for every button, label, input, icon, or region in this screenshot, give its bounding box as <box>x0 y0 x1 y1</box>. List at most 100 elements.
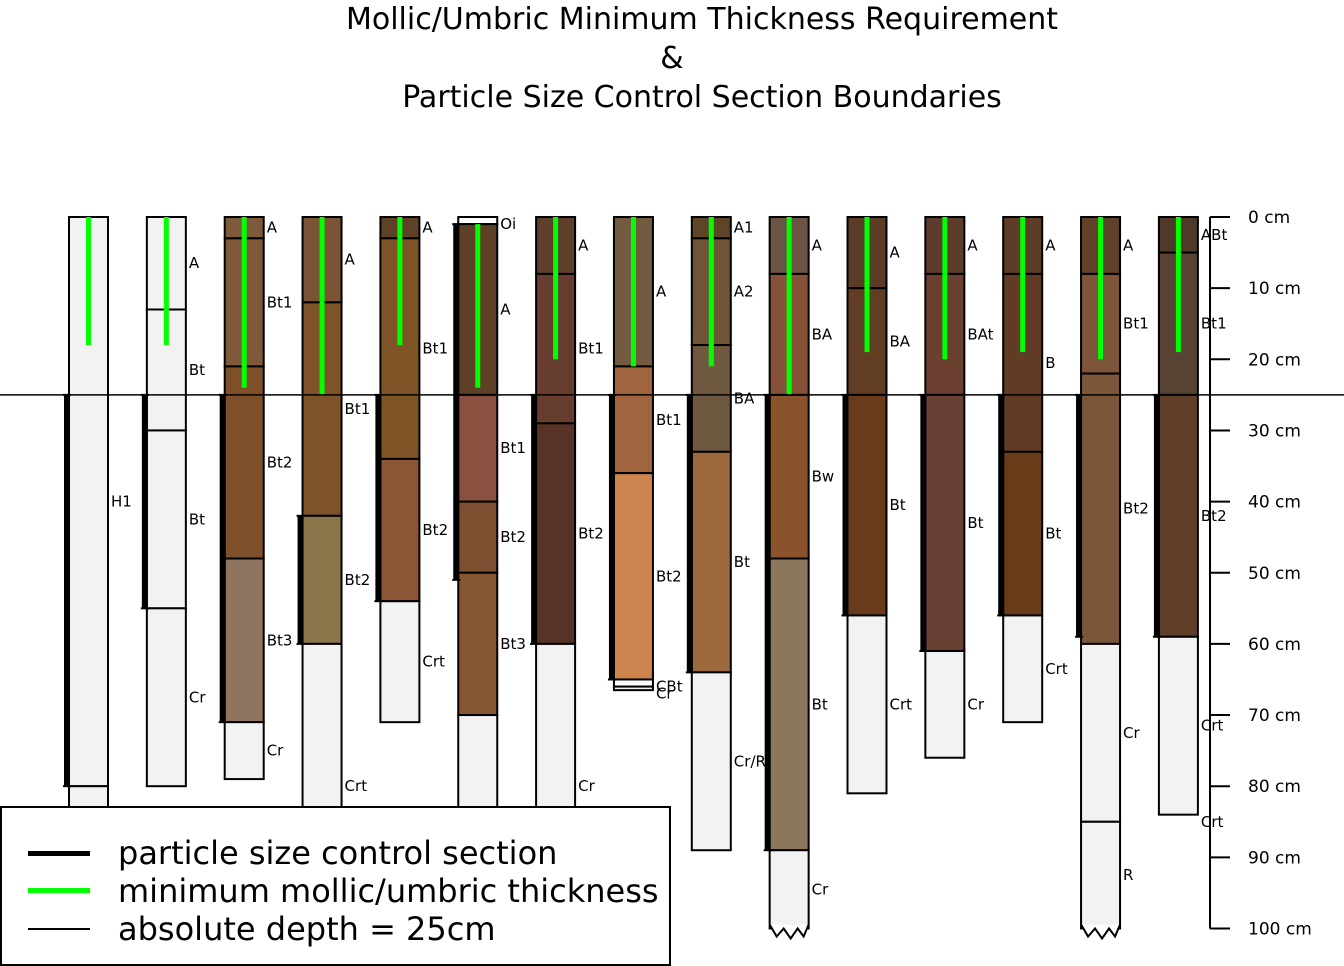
legend-item-mollic: minimum mollic/umbric thickness <box>2 872 662 910</box>
horizon-5-4 <box>379 600 421 724</box>
horizon-label-9-3: BA <box>734 389 755 407</box>
truncation-mark-10 <box>768 923 810 941</box>
horizon-6-1 <box>457 216 499 226</box>
depth-tick-label-80: 80 cm <box>1248 777 1301 797</box>
soil-profile-15: ABt Bt1 Bt2 Crt Crt <box>1152 216 1228 831</box>
horizon-label-2-1: A <box>189 254 200 272</box>
horizon-11-4 <box>846 614 888 795</box>
legend-item-reference: absolute depth = 25cm <box>2 910 662 948</box>
horizon-label-3-4: Bt3 <box>267 631 293 649</box>
horizon-label-9-4: Bt <box>734 553 750 571</box>
horizon-8-5 <box>612 685 654 692</box>
horizon-label-7-4: Cr <box>578 777 595 795</box>
horizon-3-4 <box>223 557 265 724</box>
horizon-label-14-3: Bt2 <box>1123 500 1149 518</box>
horizon-label-14-5: R <box>1123 866 1133 884</box>
depth-tick-label-20: 20 cm <box>1248 350 1301 370</box>
horizon-label-7-3: Bt2 <box>578 525 604 543</box>
horizon-3-5 <box>223 721 265 781</box>
soil-profile-10: A BA Bw Bt Cr <box>763 216 834 941</box>
horizon-8-2 <box>612 365 654 475</box>
horizon-6-5 <box>457 571 499 717</box>
horizon-label-5-1: A <box>422 219 433 237</box>
horizon-label-8-3: Bt2 <box>656 567 682 585</box>
horizon-label-12-1: A <box>967 236 978 254</box>
horizon-10-4 <box>768 557 810 852</box>
legend-swatch-mollic <box>28 888 90 893</box>
horizon-label-3-5: Cr <box>267 742 284 760</box>
horizon-label-8-5: Cr <box>656 685 673 703</box>
horizon-14-4 <box>1080 642 1122 823</box>
horizon-8-3 <box>612 472 654 681</box>
chart-title: Mollic/Umbric Minimum Thickness Requirem… <box>0 0 1344 117</box>
horizon-label-9-1: A1 <box>734 219 754 237</box>
horizon-4-3 <box>301 514 343 645</box>
horizon-label-6-2: A <box>500 300 511 318</box>
horizon-label-2-3: Bt <box>189 510 205 528</box>
horizon-7-3 <box>535 422 577 645</box>
legend-label-reference: absolute depth = 25cm <box>118 910 496 948</box>
horizon-label-4-2: Bt1 <box>345 400 371 418</box>
title-line-2: & <box>660 41 684 76</box>
legend-item-pscs: particle size control section <box>2 834 662 872</box>
horizon-label-13-2: B <box>1045 354 1055 372</box>
horizon-label-10-2: BA <box>812 325 833 343</box>
horizon-6-4 <box>457 500 499 574</box>
horizon-label-9-5: Cr/R <box>734 752 766 770</box>
soil-profile-5: A Bt1 Bt2 Crt <box>374 216 448 724</box>
horizon-14-5 <box>1080 820 1122 930</box>
depth-tick-label-0: 0 cm <box>1248 208 1290 228</box>
horizon-4-2 <box>301 301 343 517</box>
horizon-label-7-2: Bt1 <box>578 340 604 358</box>
horizon-label-15-1: ABt <box>1201 226 1228 244</box>
horizon-label-15-3: Bt2 <box>1201 507 1227 525</box>
depth-tick-label-10: 10 cm <box>1248 279 1301 299</box>
horizon-15-3 <box>1157 393 1199 638</box>
horizon-label-5-3: Bt2 <box>422 521 448 539</box>
horizon-12-3 <box>924 393 966 653</box>
horizon-label-10-5: Cr <box>812 880 829 898</box>
horizon-label-15-5: Crt <box>1201 813 1224 831</box>
legend-label-pscs: particle size control section <box>118 834 558 872</box>
horizon-label-12-2: BAt <box>967 325 993 343</box>
horizon-label-12-4: Cr <box>967 695 984 713</box>
legend: particle size control section minimum mo… <box>0 806 671 966</box>
horizon-label-4-4: Crt <box>345 777 368 795</box>
depth-tick-label-90: 90 cm <box>1248 848 1301 868</box>
horizon-label-6-1: Oi <box>500 215 516 233</box>
horizon-label-9-2: A2 <box>734 283 754 301</box>
horizon-label-6-3: Bt1 <box>500 439 526 457</box>
depth-tick-label-60: 60 cm <box>1248 635 1301 655</box>
depth-tick-label-50: 50 cm <box>1248 564 1301 584</box>
horizon-label-3-3: Bt2 <box>267 453 293 471</box>
horizon-label-13-4: Crt <box>1045 660 1068 678</box>
soil-profile-9: A1 A2 BA Bt Cr/R <box>685 216 766 852</box>
horizon-label-4-3: Bt2 <box>345 571 371 589</box>
soil-profile-13: A B Bt Crt <box>997 216 1068 724</box>
horizon-label-12-3: Bt <box>967 514 983 532</box>
horizon-label-14-1: A <box>1123 236 1134 254</box>
horizon-label-3-2: Bt1 <box>267 293 293 311</box>
horizon-14-3 <box>1080 372 1122 645</box>
depth-tick-label-100: 100 cm <box>1248 920 1312 940</box>
horizon-label-10-4: Bt <box>812 695 828 713</box>
horizon-label-1-1: H1 <box>111 493 132 511</box>
title-line-3: Particle Size Control Section Boundaries <box>402 80 1002 115</box>
horizon-2-4 <box>145 607 187 788</box>
horizon-label-8-4: CBt <box>656 678 683 696</box>
horizon-label-14-4: Cr <box>1123 724 1140 742</box>
title-line-1: Mollic/Umbric Minimum Thickness Requirem… <box>345 2 1059 37</box>
horizon-label-14-2: Bt1 <box>1123 315 1149 333</box>
truncation-mark-14 <box>1080 923 1121 941</box>
depth-tick-label-30: 30 cm <box>1248 421 1301 441</box>
horizon-label-8-2: Bt1 <box>656 411 682 429</box>
horizon-label-11-2: BA <box>890 333 911 351</box>
soil-profile-14: A Bt1 Bt2 Cr R <box>1075 216 1149 941</box>
horizon-10-3 <box>768 393 810 560</box>
legend-swatch-reference <box>28 928 90 930</box>
horizon-label-7-1: A <box>578 236 589 254</box>
horizon-label-2-2: Bt <box>189 361 205 379</box>
horizon-11-3 <box>846 393 888 617</box>
horizon-8-4 <box>612 678 654 688</box>
